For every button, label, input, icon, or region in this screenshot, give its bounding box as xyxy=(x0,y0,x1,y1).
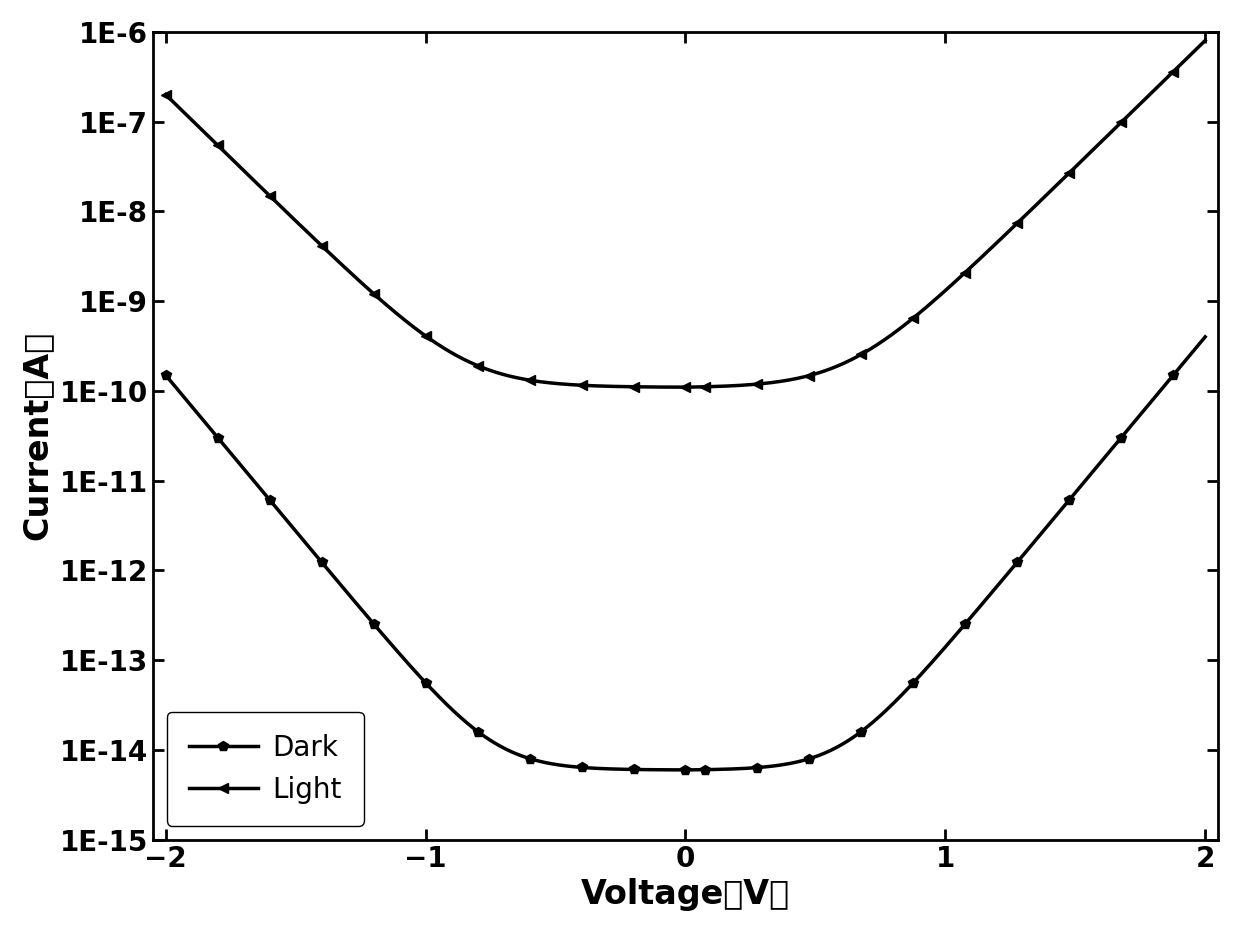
Dark xyxy=(1104,444,1119,455)
Dark xyxy=(1198,331,1213,342)
Line: Light: Light xyxy=(161,35,1211,392)
Legend: Dark, Light: Dark, Light xyxy=(166,711,364,826)
Dark xyxy=(663,764,678,775)
Dark xyxy=(678,764,693,775)
Dark xyxy=(622,764,637,775)
Light xyxy=(1104,126,1119,137)
Y-axis label: Current（A）: Current（A） xyxy=(21,331,53,541)
Dark xyxy=(766,761,781,772)
Light xyxy=(641,381,655,392)
X-axis label: Voltage（V）: Voltage（V） xyxy=(581,878,790,911)
Light xyxy=(678,381,693,392)
Light xyxy=(766,377,781,388)
Light xyxy=(1198,34,1213,46)
Line: Dark: Dark xyxy=(161,332,1211,774)
Light xyxy=(159,89,173,100)
Light xyxy=(663,381,678,392)
Light xyxy=(242,170,256,181)
Dark xyxy=(159,369,173,380)
Dark xyxy=(641,764,655,775)
Dark xyxy=(242,470,256,481)
Light xyxy=(622,381,637,392)
